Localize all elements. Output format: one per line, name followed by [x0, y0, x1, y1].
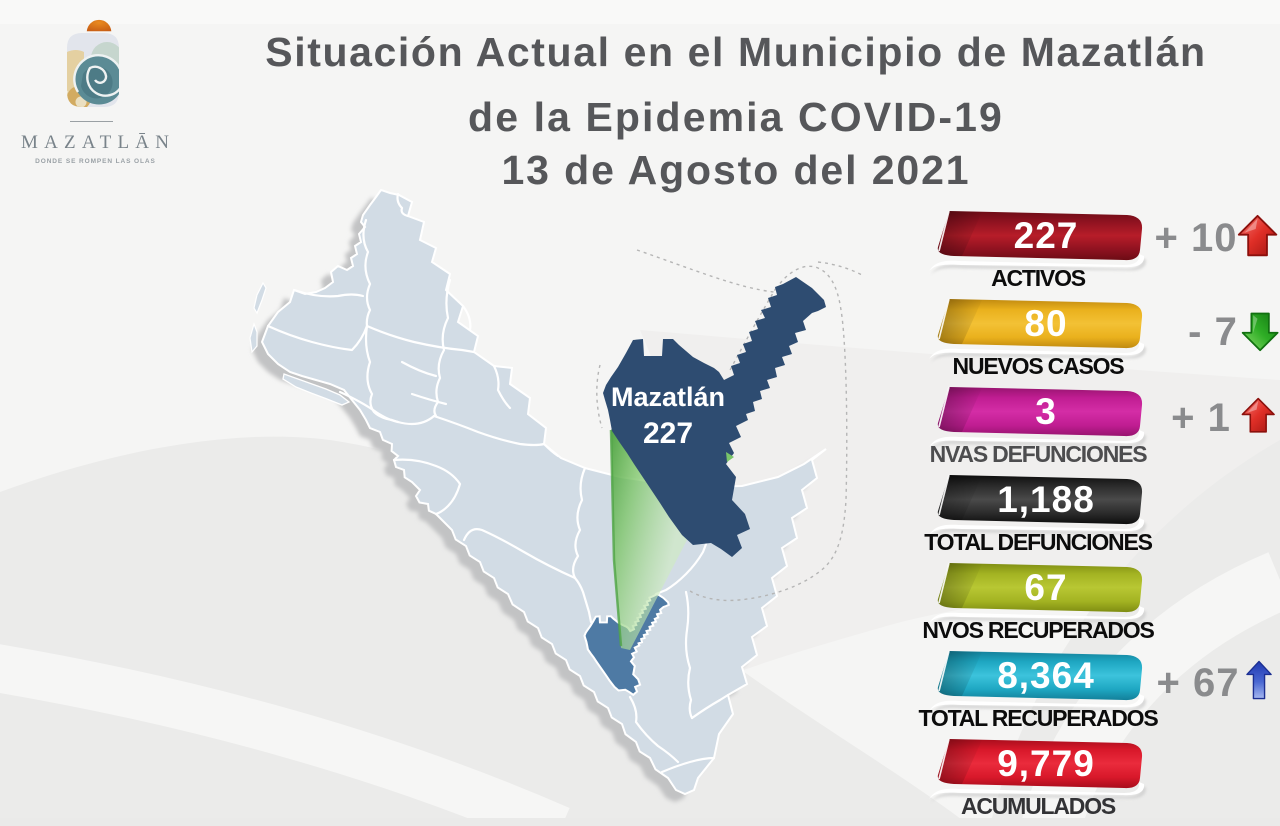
svg-text:Mazatlán: Mazatlán: [611, 382, 725, 412]
svg-text:227: 227: [643, 417, 693, 450]
